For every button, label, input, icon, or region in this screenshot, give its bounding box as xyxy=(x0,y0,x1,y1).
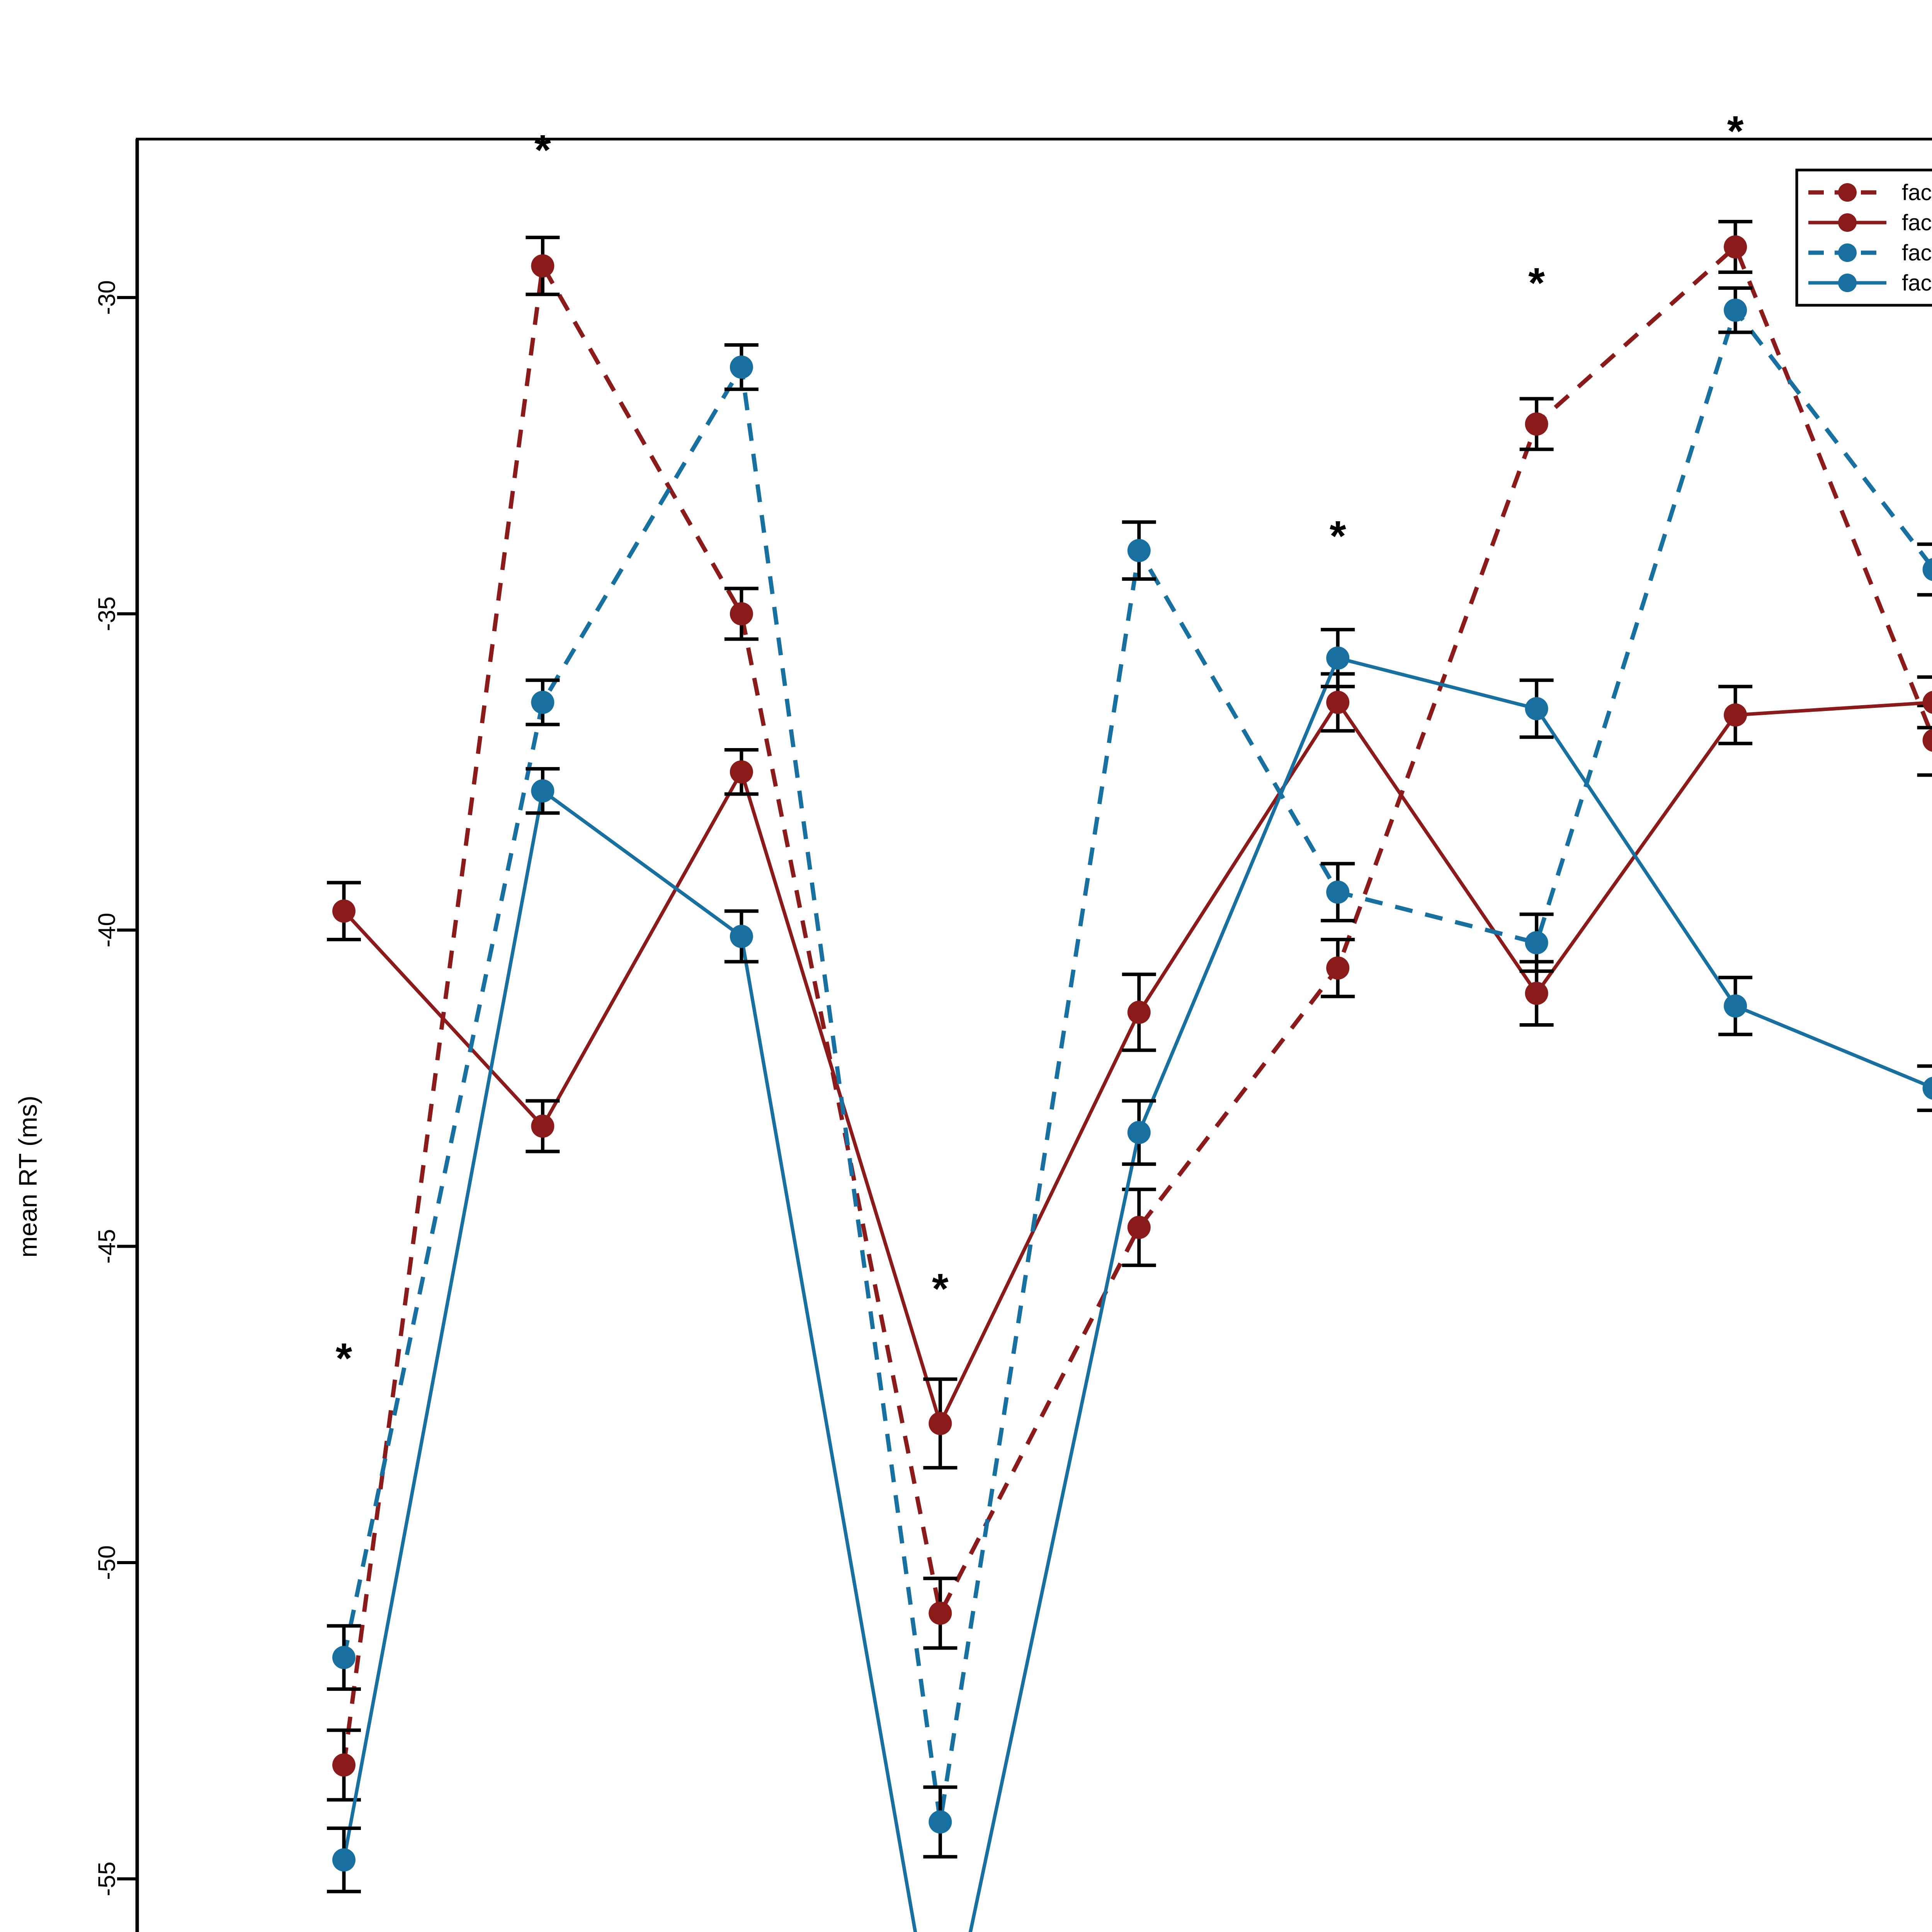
y-tick: -35 xyxy=(94,597,137,631)
plot-border xyxy=(136,138,1932,1932)
data-point xyxy=(1724,994,1747,1018)
data-point xyxy=(730,355,753,379)
data-point xyxy=(1525,412,1548,436)
data-point xyxy=(1326,880,1350,904)
data-point xyxy=(1127,539,1151,562)
legend: factor level 1 – other-factor level 1 fac… xyxy=(1795,168,1932,307)
y-tick: -30 xyxy=(94,280,137,315)
data-point xyxy=(1525,931,1548,954)
y-axis-title: mean RT (ms) xyxy=(14,1095,42,1257)
series-line xyxy=(342,243,1932,1765)
data-point xyxy=(531,254,554,278)
series-line xyxy=(342,699,1932,1429)
significance-star: * xyxy=(932,1265,949,1313)
y-tick-label: -40 xyxy=(94,913,121,947)
data-point xyxy=(1724,703,1747,727)
series-4 xyxy=(327,628,1932,1932)
legend-item[interactable]: factor level 1 – other-factor level 1 xyxy=(1808,180,1932,205)
series-1 xyxy=(327,220,1932,1802)
data-point xyxy=(1326,646,1350,670)
y-tick-label: -35 xyxy=(94,597,121,631)
y-tick-label: -55 xyxy=(94,1862,121,1896)
data-point xyxy=(1724,235,1747,259)
data-point xyxy=(730,602,753,626)
legend-marker xyxy=(1838,213,1857,232)
data-point xyxy=(332,899,355,923)
y-tick-label: -45 xyxy=(94,1229,121,1264)
data-point xyxy=(929,1810,952,1834)
data-point xyxy=(1922,729,1932,752)
data-point xyxy=(1525,697,1548,721)
legend-item[interactable]: factor level 2 – other-factor level 2 xyxy=(1808,270,1932,296)
data-point xyxy=(1127,1000,1151,1024)
data-point xyxy=(929,1412,952,1435)
data-point xyxy=(332,1753,355,1777)
legend-marker xyxy=(1838,183,1857,202)
legend-label: factor level 2 – other-factor level 2 xyxy=(1902,270,1932,296)
legend-marker xyxy=(1838,243,1857,262)
data-point xyxy=(1525,981,1548,1005)
data-point xyxy=(1724,298,1747,322)
data-point xyxy=(1127,1121,1151,1144)
data-point xyxy=(730,760,753,784)
y-tick: -55 xyxy=(94,1862,137,1896)
y-tick: -50 xyxy=(94,1545,137,1580)
significance-star: * xyxy=(1727,107,1744,155)
legend-label: factor level 1 – other-factor level 1 xyxy=(1902,180,1932,205)
legend-label: factor level 2 – other-factor level 1 xyxy=(1902,240,1932,265)
legend-item[interactable]: factor level 2 – other-factor level 1 xyxy=(1808,240,1932,265)
error-bar xyxy=(1917,1064,1932,1112)
y-tick-label: -30 xyxy=(94,280,121,315)
data-point xyxy=(1922,691,1932,714)
y-tick: -40 xyxy=(94,913,137,947)
error-bar xyxy=(1917,704,1932,777)
data-point xyxy=(1127,1216,1151,1239)
significance-star: * xyxy=(534,126,551,174)
data-point xyxy=(531,1114,554,1138)
data-point xyxy=(929,1601,952,1625)
series-line xyxy=(342,656,1932,1932)
data-point xyxy=(1922,558,1932,581)
data-point xyxy=(332,1848,355,1872)
data-point xyxy=(1922,1077,1932,1100)
series-3 xyxy=(327,286,1932,1859)
y-tick-label: -50 xyxy=(94,1545,121,1580)
significance-star: * xyxy=(1528,259,1545,307)
data-point xyxy=(730,925,753,948)
data-point xyxy=(332,1646,355,1669)
significance-star: * xyxy=(1330,512,1346,560)
data-point xyxy=(1326,956,1350,980)
data-point xyxy=(531,690,554,714)
series-line xyxy=(342,305,1932,1823)
legend-item[interactable]: factor level 1 – other-factor level 2 xyxy=(1808,210,1932,235)
error-bar xyxy=(1917,542,1932,597)
series-2 xyxy=(327,672,1932,1469)
data-point xyxy=(1326,690,1350,714)
data-point xyxy=(531,779,554,803)
legend-label: factor level 1 – other-factor level 2 xyxy=(1902,210,1932,235)
significance-star: * xyxy=(336,1335,352,1382)
y-tick: -45 xyxy=(94,1229,137,1264)
legend-marker xyxy=(1838,274,1857,292)
error-bar xyxy=(1917,675,1932,730)
